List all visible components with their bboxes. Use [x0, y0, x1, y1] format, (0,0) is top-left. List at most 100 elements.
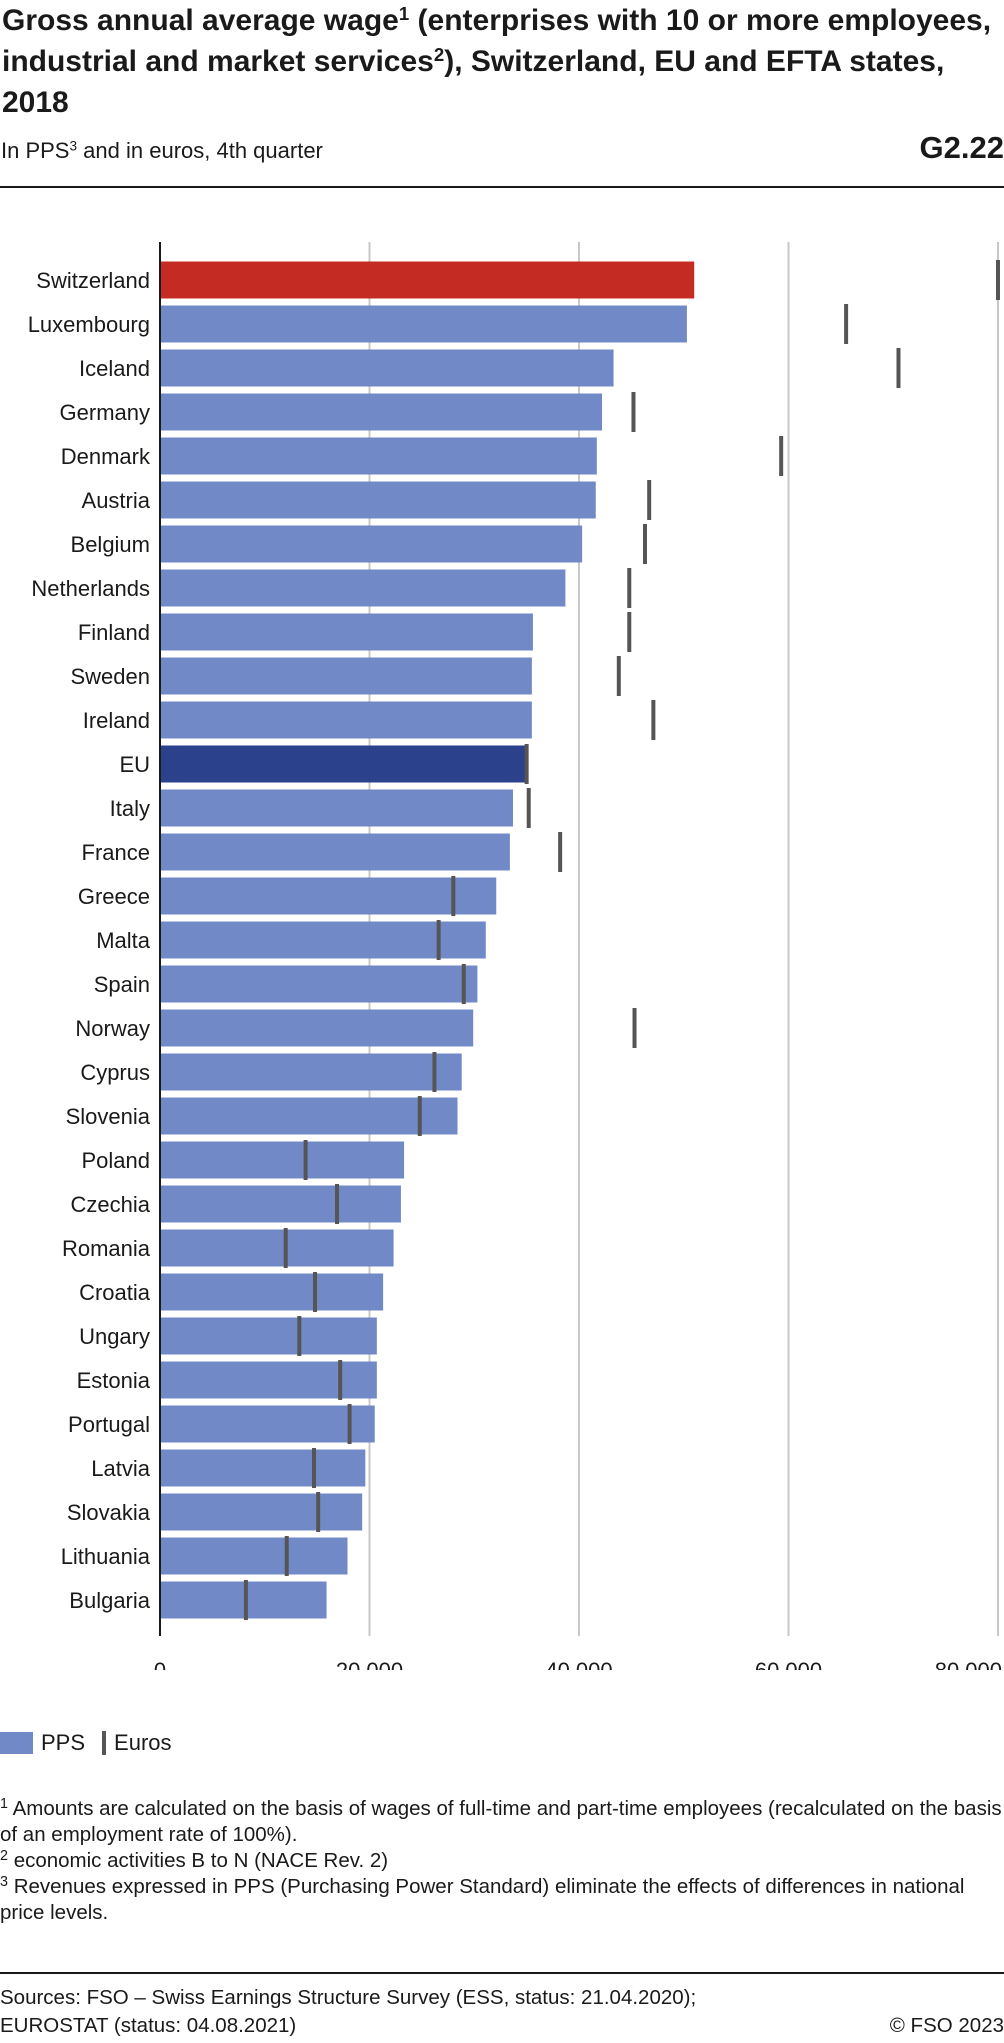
euro-marker-netherlands [627, 568, 632, 608]
bar-spain [160, 965, 478, 1003]
bar-lithuania [160, 1537, 348, 1575]
bar-malta [160, 921, 486, 959]
category-label: Germany [60, 400, 150, 425]
euro-marker-portugal [347, 1404, 352, 1444]
category-label: Ungary [79, 1324, 150, 1349]
bar-austria [160, 481, 596, 519]
bar-ungary [160, 1317, 377, 1355]
euro-marker-eu [524, 744, 529, 784]
legend-pps-swatch [0, 1732, 33, 1754]
euro-marker-latvia [311, 1448, 316, 1488]
footnote-3-number: 3 [0, 1873, 8, 1890]
category-label: Cyprus [80, 1060, 150, 1085]
euro-marker-iceland [896, 348, 901, 388]
legend-pps-label: PPS [41, 1730, 86, 1755]
euro-marker-luxembourg [844, 304, 849, 344]
euro-marker-czechia [335, 1184, 340, 1224]
subtitle-text-end: and in euros, 4th quarter [77, 138, 323, 163]
category-label: Estonia [77, 1368, 151, 1393]
bar-luxembourg [160, 305, 687, 343]
bar-portugal [160, 1405, 375, 1443]
category-label: Norway [75, 1016, 150, 1041]
euro-marker-croatia [313, 1272, 318, 1312]
bar-greece [160, 877, 497, 915]
footnote-1: 1 Amounts are calculated on the basis of… [0, 1796, 1004, 1848]
bar-bulgaria [160, 1581, 327, 1619]
bar-netherlands [160, 569, 566, 607]
bar-slovakia [160, 1493, 363, 1531]
bar-slovenia [160, 1097, 458, 1135]
category-label: Spain [94, 972, 150, 997]
euro-marker-romania [283, 1228, 288, 1268]
source-line-1: Sources: FSO – Swiss Earnings Structure … [0, 1986, 697, 2009]
legend: PPS Euros [0, 1728, 172, 1758]
subtitle-text: In PPS [1, 138, 70, 163]
category-label: Finland [78, 620, 150, 645]
footnote-3-text: Revenues expressed in PPS (Purchasing Po… [0, 1875, 965, 1924]
bar-estonia [160, 1361, 377, 1399]
title-text: Gross annual average wage [2, 4, 399, 37]
category-label: Lithuania [61, 1544, 151, 1569]
euro-marker-malta [436, 920, 441, 960]
category-label: Latvia [91, 1456, 150, 1481]
footnote-2-text: economic activities B to N (NACE Rev. 2) [13, 1849, 389, 1872]
copyright: © FSO 2023 [889, 2014, 1004, 2037]
header-divider [0, 186, 1004, 188]
euro-marker-poland [303, 1140, 308, 1180]
category-label: Iceland [79, 356, 150, 381]
category-label: EU [119, 752, 150, 777]
euro-marker-italy [526, 788, 531, 828]
euro-marker-ungary [297, 1316, 302, 1356]
category-label: Ireland [83, 708, 150, 733]
euro-marker-switzerland [996, 260, 1000, 300]
euro-marker-ireland [651, 700, 656, 740]
footer-divider [0, 1972, 1004, 1974]
bar-cyprus [160, 1053, 462, 1091]
category-label: Malta [96, 928, 151, 953]
title-text-end: ), Switzerland, EU and EFTA states, 2018 [2, 45, 945, 119]
category-label: Italy [110, 796, 150, 821]
legend-euros-marker [102, 1731, 107, 1755]
bar-ireland [160, 701, 532, 739]
category-label: Austria [82, 488, 151, 513]
title-text-cont: (enterprises with 10 or more employees, … [2, 4, 992, 78]
chart-code: G2.22 [919, 130, 1004, 165]
bar-norway [160, 1009, 474, 1047]
bar-finland [160, 613, 533, 651]
sources: Sources: FSO – Swiss Earnings Structure … [0, 1984, 696, 2040]
bar-belgium [160, 525, 583, 563]
category-label: Bulgaria [69, 1588, 150, 1613]
euro-marker-lithuania [284, 1536, 289, 1576]
title-footnote-ref: 1 [398, 2, 410, 24]
category-label: Romania [62, 1236, 151, 1261]
title-footnote-ref-2: 2 [433, 43, 445, 65]
x-tick-label: 80 000 [935, 1658, 1002, 1670]
footnote-1-number: 1 [0, 1795, 8, 1812]
bar-eu [160, 745, 527, 783]
footnote-2: 2 economic activities B to N (NACE Rev. … [0, 1848, 1004, 1874]
category-label: Belgium [71, 532, 150, 557]
euro-marker-denmark [779, 436, 784, 476]
x-tick-label: 40 000 [545, 1658, 612, 1670]
euro-marker-spain [461, 964, 466, 1004]
bar-latvia [160, 1449, 366, 1487]
bar-switzerland [160, 261, 695, 299]
category-label: Greece [78, 884, 150, 909]
euro-marker-slovakia [316, 1492, 321, 1532]
category-label: Switzerland [36, 268, 150, 293]
legend-euros-label: Euros [114, 1730, 172, 1755]
bar-sweden [160, 657, 532, 695]
euro-marker-sweden [616, 656, 621, 696]
category-label: Slovenia [66, 1104, 151, 1129]
bar-denmark [160, 437, 597, 475]
bar-iceland [160, 349, 614, 387]
x-tick-label: 0 [154, 1658, 166, 1670]
x-tick-label: 60 000 [755, 1658, 822, 1670]
category-label: Sweden [70, 664, 150, 689]
euro-marker-slovenia [417, 1096, 422, 1136]
euro-marker-belgium [642, 524, 647, 564]
euro-marker-greece [451, 876, 456, 916]
chart-subtitle: In PPS3 and in euros, 4th quarter [1, 138, 323, 164]
footnote-1-text: Amounts are calculated on the basis of w… [0, 1797, 1002, 1846]
bar-romania [160, 1229, 394, 1267]
